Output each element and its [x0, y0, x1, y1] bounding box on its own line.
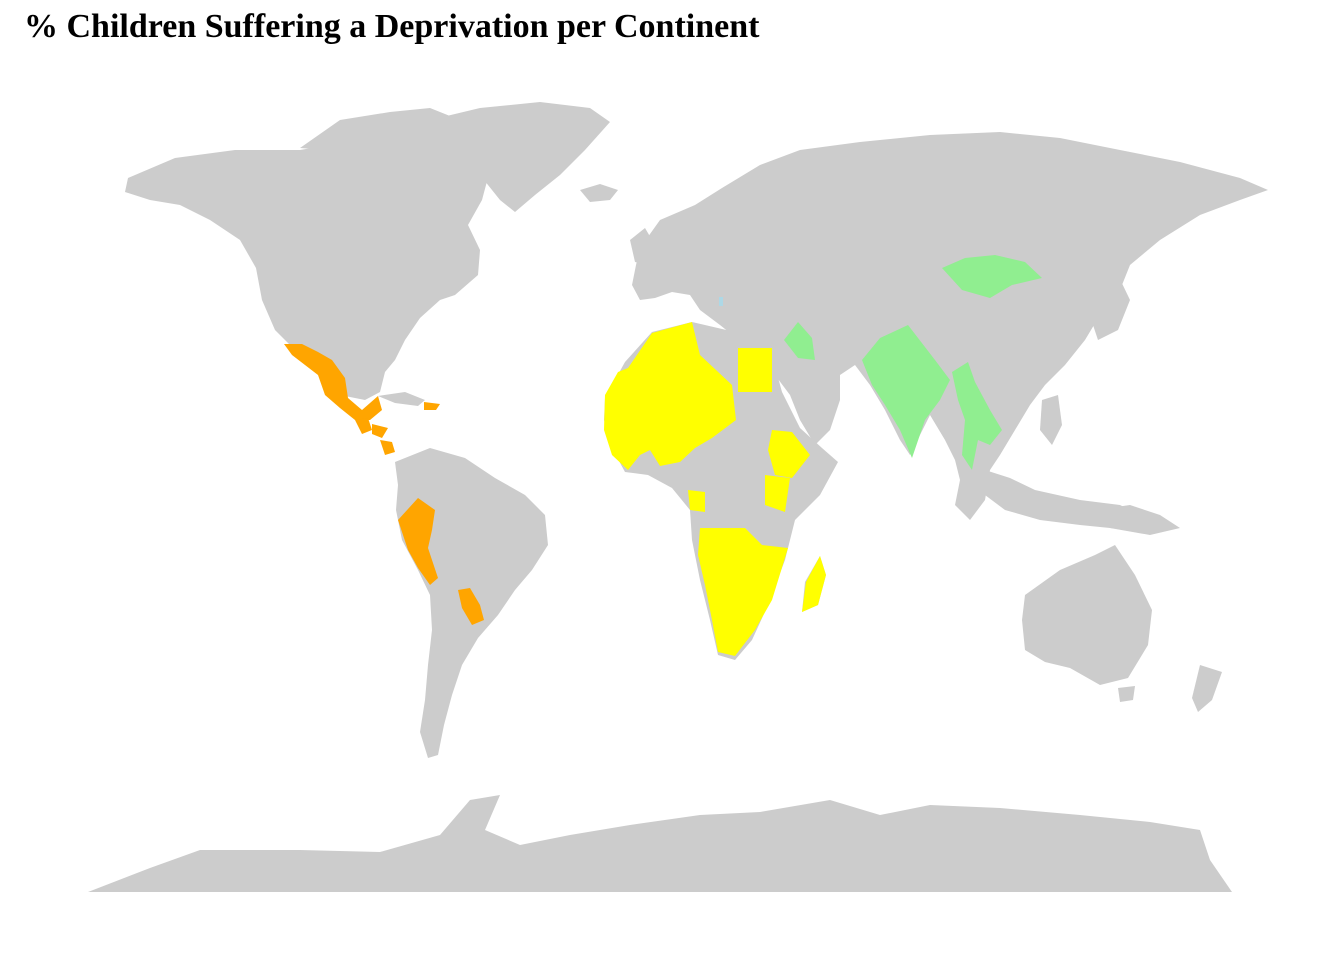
- landmass-british-isles: [630, 228, 655, 265]
- region-panama: [380, 440, 395, 455]
- map-title: % Children Suffering a Deprivation per C…: [24, 8, 760, 45]
- region-paraguay: [458, 588, 484, 625]
- landmass-north-america: [125, 132, 490, 400]
- landmass-iceland: [580, 184, 618, 202]
- landmass-greenland: [430, 102, 610, 212]
- landmass-new-guinea: [1095, 505, 1180, 535]
- landmass-japan: [1092, 275, 1130, 340]
- landmass-caribbean: [378, 392, 425, 406]
- region-egypt: [738, 348, 772, 392]
- region-myanmar-thailand: [952, 362, 1002, 470]
- region-west-africa: [604, 322, 736, 470]
- landmass-tasmania: [1118, 686, 1135, 702]
- land-base: [88, 102, 1268, 892]
- region-mongolia: [942, 255, 1042, 298]
- region-group-europe: [719, 297, 723, 306]
- landmass-australia: [1022, 545, 1152, 685]
- region-gabon-congo: [688, 490, 705, 512]
- region-group-africa: [604, 322, 826, 656]
- region-group-americas: [284, 344, 484, 625]
- region-albania: [719, 297, 723, 306]
- region-southern-africa: [698, 528, 788, 656]
- region-guatemala: [355, 418, 372, 434]
- landmass-scandinavia: [690, 182, 760, 240]
- region-iraq: [784, 322, 815, 360]
- region-honduras: [372, 424, 388, 438]
- region-kenya: [765, 475, 790, 512]
- landmass-arctic-islands: [300, 108, 470, 152]
- landmass-antarctica: [88, 795, 1232, 892]
- region-dominican-republic: [424, 402, 440, 410]
- region-ethiopia: [768, 430, 810, 478]
- landmass-eurasia: [632, 132, 1268, 520]
- landmass-philippines: [1040, 395, 1062, 445]
- region-peru: [398, 498, 438, 585]
- landmass-new-zealand: [1192, 665, 1222, 712]
- region-group-asia: [784, 255, 1042, 470]
- region-mexico: [284, 344, 382, 420]
- region-madagascar: [802, 556, 826, 612]
- region-india: [862, 325, 950, 458]
